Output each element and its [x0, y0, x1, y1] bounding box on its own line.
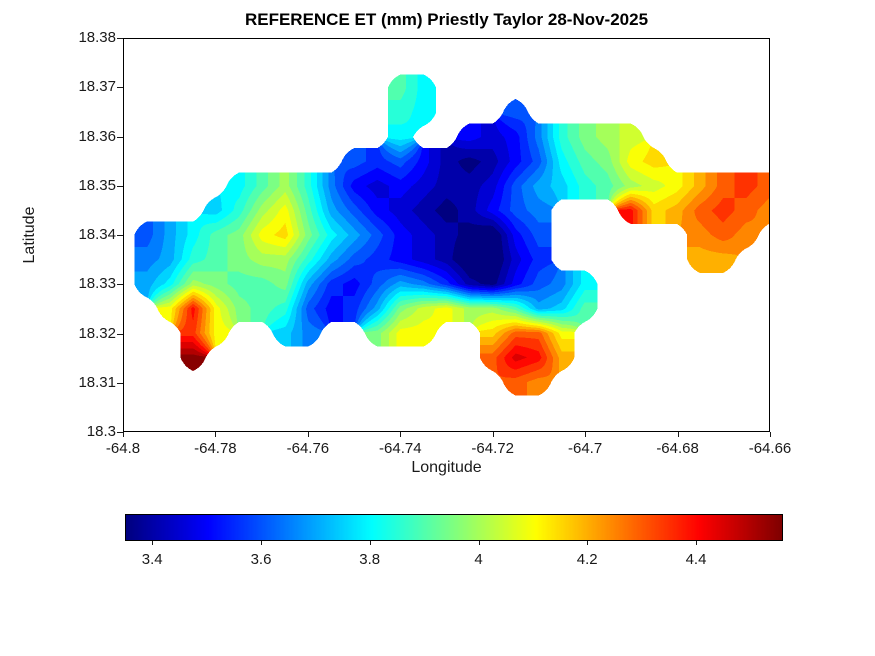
- x-tick-mark: [307, 432, 309, 437]
- y-tick-mark: [117, 185, 123, 187]
- y-tick-mark: [117, 235, 123, 236]
- colorbar-tick-mark: [696, 541, 697, 545]
- colorbar-tick-label: 4: [474, 551, 483, 568]
- x-tick-mark: [770, 432, 771, 437]
- x-tick-label: -64.72: [471, 440, 514, 457]
- y-tick-label: 18.36: [78, 127, 116, 145]
- x-tick-label: -64.68: [656, 440, 699, 457]
- y-tick-mark: [117, 136, 123, 138]
- x-tick-mark: [400, 432, 402, 437]
- x-tick-label: -64.66: [748, 440, 792, 457]
- x-tick-label: -64.74: [379, 440, 422, 457]
- y-tick-mark: [117, 284, 123, 286]
- y-tick-label: 18.3: [86, 423, 116, 440]
- y-tick-mark: [117, 87, 123, 89]
- colorbar-tick-mark: [261, 541, 262, 545]
- colorbar-tick-mark: [587, 541, 589, 545]
- colorbar-tick-label: 4.4: [685, 551, 707, 568]
- x-tick-mark: [677, 432, 679, 437]
- x-tick-label: -64.76: [286, 440, 330, 457]
- y-tick-mark: [117, 382, 123, 384]
- colorbar: [125, 514, 783, 541]
- y-tick-label: 18.31: [78, 373, 116, 391]
- y-tick-label: 18.32: [78, 324, 116, 342]
- y-tick-mark: [117, 432, 123, 433]
- y-tick-label: 18.37: [78, 78, 116, 96]
- x-tick-label: -64.7: [567, 440, 603, 457]
- y-tick-label: 18.35: [78, 176, 116, 194]
- y-tick-mark: [117, 38, 123, 39]
- x-tick-mark: [215, 432, 217, 437]
- colorbar-tick-mark: [369, 541, 371, 545]
- y-tick-label: 18.38: [78, 29, 116, 46]
- chart-title: REFERENCE ET (mm) Priestly Taylor 28-Nov…: [244, 10, 649, 29]
- x-tick-label: -64.78: [194, 440, 237, 457]
- colorbar-tick-mark: [152, 541, 154, 545]
- x-tick-mark: [123, 432, 124, 437]
- colorbar-tick-label: 3.6: [250, 551, 272, 568]
- colorbar-tick-label: 3.8: [359, 551, 381, 568]
- colorbar-tick-mark: [478, 541, 480, 545]
- colorbar-gradient: [126, 515, 782, 540]
- plot-area: [123, 38, 770, 432]
- x-tick-mark: [492, 432, 494, 437]
- x-tick-label: -64.8: [105, 440, 141, 457]
- y-tick-mark: [117, 333, 123, 335]
- y-tick-label: 18.34: [78, 226, 116, 243]
- et-contour-map: [124, 39, 769, 431]
- colorbar-tick-label: 4.2: [576, 551, 598, 568]
- colorbar-tick-label: 3.4: [141, 551, 163, 568]
- x-tick-mark: [585, 432, 587, 437]
- x-axis-label: Longitude: [411, 459, 482, 476]
- y-tick-label: 18.33: [78, 275, 116, 293]
